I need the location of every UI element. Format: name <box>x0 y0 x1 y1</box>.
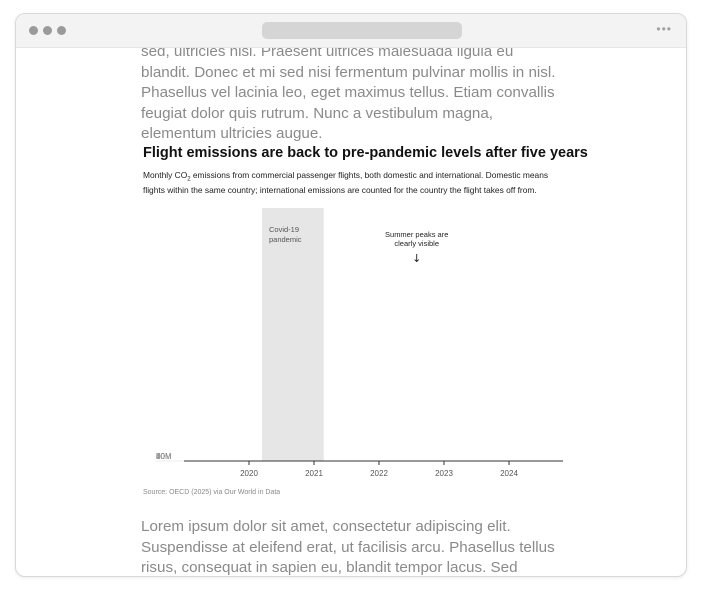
annotation-arrow-icon: ↓ <box>412 252 421 265</box>
x-tick-label: 2023 <box>435 469 453 478</box>
article-paragraph-top: sed, ultricies nisi. Praesent ultrices m… <box>141 48 556 142</box>
window-controls <box>29 26 66 35</box>
x-tick-label: 2022 <box>370 469 388 478</box>
chart-title: Flight emissions are back to pre-pandemi… <box>143 145 588 161</box>
subtitle-text-end: emissions from commercial passenger flig… <box>143 170 549 196</box>
y-tick-label: 0 <box>156 452 161 461</box>
chart-subtitle: Monthly CO2 emissions from commercial pa… <box>143 170 561 196</box>
y-tick-label: 30M <box>156 452 172 461</box>
more-options-icon[interactable]: ••• <box>656 22 672 36</box>
covid-label-line1: Covid-19 <box>269 225 299 234</box>
chart-source: Source: OECD (2025) via Our World in Dat… <box>143 489 281 496</box>
x-tick-label: 2024 <box>500 469 518 478</box>
browser-window: ••• sed, ultricies nisi. Praesent ultric… <box>15 13 687 577</box>
minimize-dot-icon[interactable] <box>43 26 52 35</box>
y-tick-label: 60M <box>156 452 172 461</box>
y-tick-label: 40M <box>156 452 172 461</box>
subtitle-text-start: Monthly CO <box>143 170 188 180</box>
y-tick-label: 10M <box>156 452 172 461</box>
y-tick-label: 50M <box>156 452 172 461</box>
x-tick-label: 2020 <box>240 469 258 478</box>
address-bar[interactable] <box>262 22 462 39</box>
maximize-dot-icon[interactable] <box>57 26 66 35</box>
title-bar: ••• <box>16 14 686 48</box>
covid-shaded-region <box>262 208 324 461</box>
x-tick-label: 2021 <box>305 469 323 478</box>
covid-label-line2: pandemic <box>269 235 302 244</box>
close-dot-icon[interactable] <box>29 26 38 35</box>
annotation-line2: clearly visible <box>394 239 439 248</box>
area-chart: 010M20M30M40M50M60M70MAsiaNorth AmericaE… <box>156 208 563 478</box>
annotation-line1: Summer peaks are <box>385 230 448 239</box>
y-tick-label: 70M <box>156 452 172 461</box>
subtitle-subscript: 2 <box>187 176 191 183</box>
y-tick-label: 20M <box>156 452 172 461</box>
page-content: sed, ultricies nisi. Praesent ultrices m… <box>16 48 686 576</box>
article-paragraph-bottom: Lorem ipsum dolor sit amet, consectetur … <box>141 518 555 576</box>
